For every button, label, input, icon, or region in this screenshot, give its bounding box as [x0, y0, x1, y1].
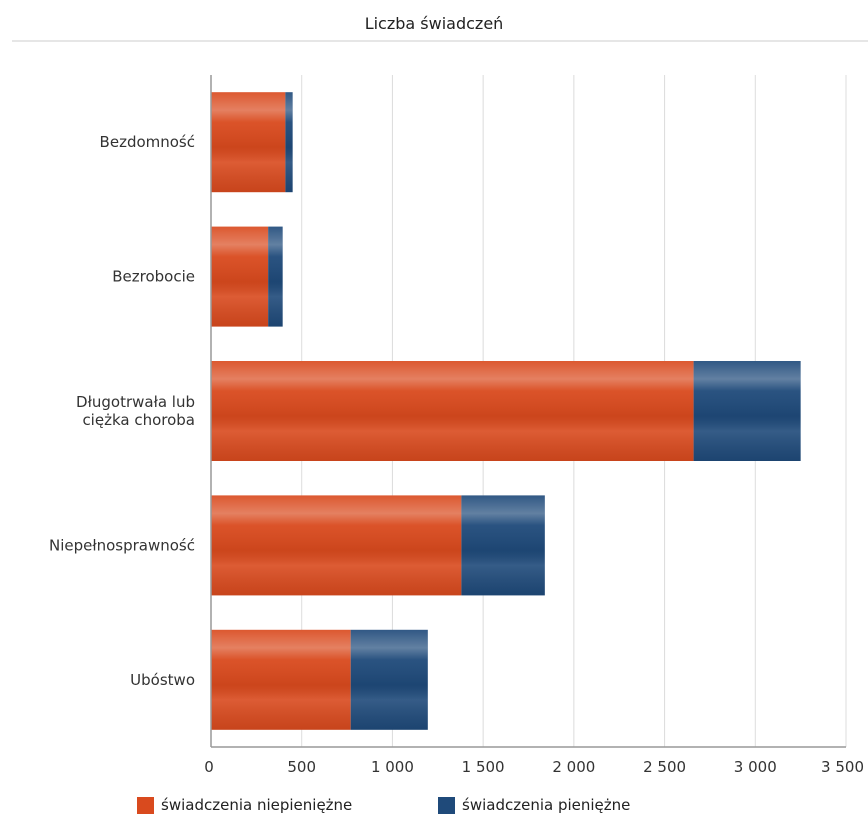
chart-title: Liczba świadczeń — [364, 14, 504, 33]
bar-gloss — [268, 226, 283, 327]
category-label: Niepełnosprawność — [49, 536, 195, 554]
category-label: Bezdomność — [100, 133, 195, 151]
x-tick-label: 2 000 — [552, 758, 595, 776]
legend-item-pieniezne[interactable]: świadczenia pieniężne — [438, 796, 630, 814]
legend-label-pieniezne: świadczenia pieniężne — [462, 796, 631, 814]
bar-gloss — [350, 629, 428, 730]
bar-gloss — [461, 495, 545, 596]
category-label: Długotrwała lub — [76, 393, 195, 411]
x-tick-label: 0 — [204, 758, 214, 776]
legend-item-niepieniezne[interactable]: świadczenia niepieniężne — [137, 796, 352, 814]
bar-gloss — [211, 226, 269, 327]
legend-swatch-niepieniezne — [137, 796, 154, 814]
legend-swatch-pieniezne — [438, 796, 455, 814]
title-divider — [12, 40, 868, 42]
x-tick-label: 500 — [287, 758, 316, 776]
x-tick-label: 1 000 — [371, 758, 414, 776]
bar-gloss — [211, 361, 694, 461]
bars — [211, 92, 801, 730]
legend-label-niepieniezne: świadczenia niepieniężne — [161, 796, 353, 814]
category-label: ciężka choroba — [82, 411, 195, 429]
x-tick-label: 3 000 — [734, 758, 777, 776]
axes: Bezdomność Bezrobocie Długotrwała lubciężk… — [49, 75, 864, 776]
x-tick-label: 1 500 — [462, 758, 505, 776]
bar-gloss — [211, 495, 462, 596]
x-tick-label: 2 500 — [643, 758, 686, 776]
x-tick-label: 3 500 — [821, 758, 864, 776]
plot-area: Bezdomność Bezrobocie Długotrwała lubciężk… — [49, 75, 864, 776]
bar-gloss — [285, 92, 293, 193]
legend: świadczenia niepieniężne świadczenia pie… — [0, 796, 868, 816]
bar-gloss — [211, 92, 286, 193]
bar-gloss — [693, 361, 801, 461]
category-label: Ubóstwo — [130, 671, 195, 689]
category-label: Bezrobocie — [112, 268, 195, 286]
bar-gloss — [211, 629, 351, 730]
